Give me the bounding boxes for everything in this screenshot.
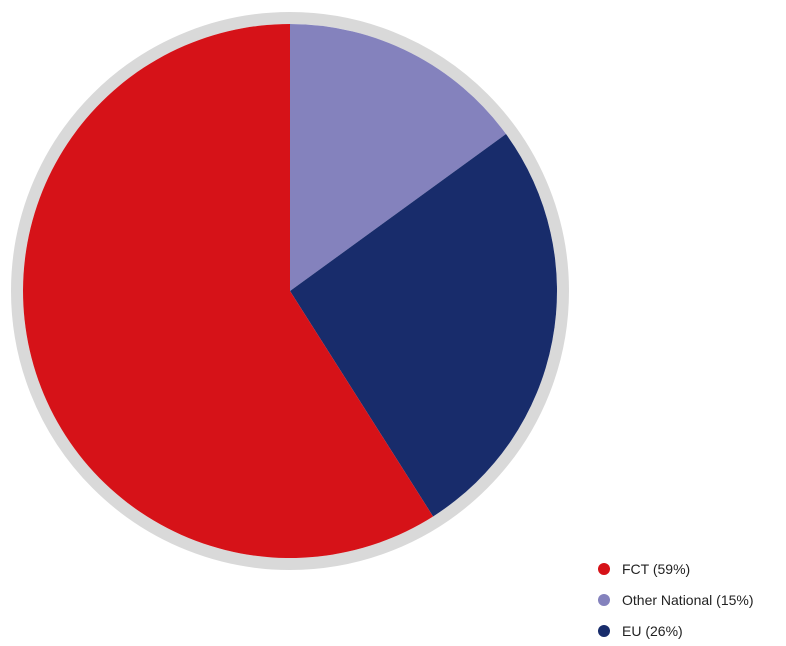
legend-label-eu: EU (26%) bbox=[622, 622, 683, 639]
legend-swatch-other-national bbox=[598, 593, 610, 606]
legend-item-other-national: Other National (15%) bbox=[598, 584, 754, 615]
pie-outer-ring bbox=[11, 12, 569, 570]
pie-chart bbox=[11, 12, 569, 570]
pie-slice-other-national bbox=[290, 24, 507, 291]
legend-item-fct: FCT (59%) bbox=[598, 553, 754, 584]
pie-slice-eu bbox=[290, 134, 558, 517]
legend-label-fct: FCT (59%) bbox=[622, 560, 691, 577]
legend-swatch-fct bbox=[598, 562, 610, 575]
legend-swatch-eu bbox=[598, 624, 610, 637]
legend-label-other-national: Other National (15%) bbox=[622, 591, 754, 608]
pie-slice-fct bbox=[23, 24, 434, 559]
legend: FCT (59%) Other National (15%) EU (26%) bbox=[598, 553, 754, 646]
legend-item-eu: EU (26%) bbox=[598, 615, 754, 646]
